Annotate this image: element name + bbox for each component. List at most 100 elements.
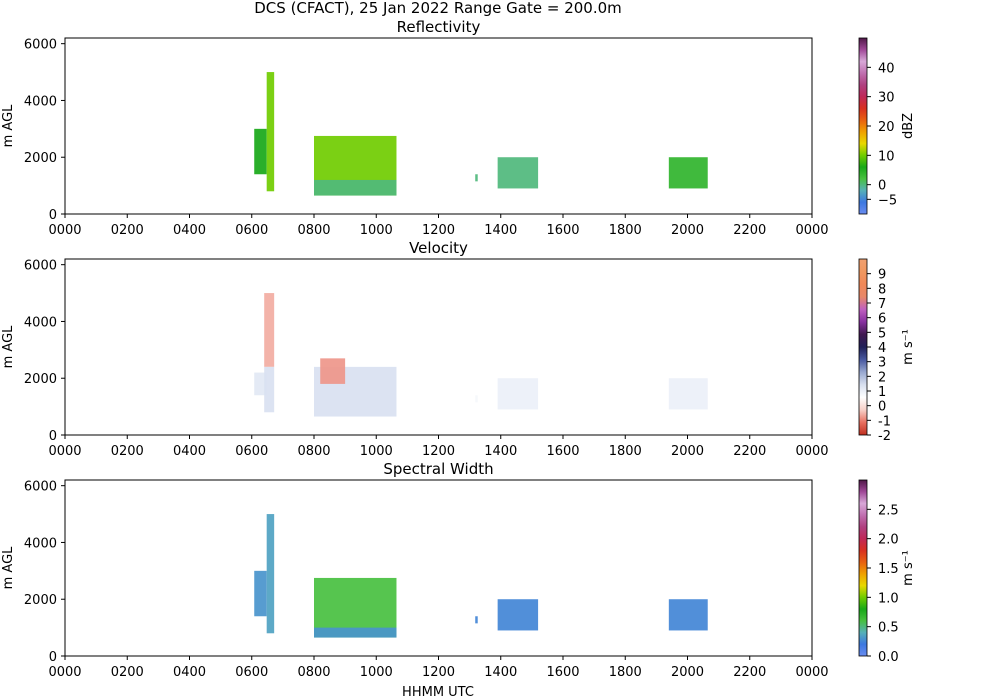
colorbar-tick-label: 4	[878, 341, 886, 356]
x-tick-label: 1800	[609, 665, 642, 680]
colorbar-tick-label: 8	[878, 282, 886, 297]
y-tick-label: 0	[49, 429, 57, 444]
figure-x-axis-label: HHMM UTC	[402, 685, 474, 700]
x-tick-label: 0200	[111, 665, 144, 680]
y-tick-label: 2000	[24, 593, 57, 608]
colorbar-tick-label: 0	[878, 400, 886, 415]
y-tick-label: 2000	[24, 151, 57, 166]
colorbar-tick-label: 9	[878, 268, 886, 283]
region-0600-cell	[254, 570, 267, 617]
colorbar-tick-label: 2	[878, 370, 886, 385]
region-1330-speck	[475, 616, 478, 624]
x-tick-label: 0200	[111, 444, 144, 459]
panel-2: Velocity 0000 0200 0400 0600 0800 1000 12 0 0 1400…	[1, 239, 916, 459]
x-tick-label: 0600	[235, 444, 268, 459]
y-axis-label: m AGL	[1, 104, 16, 148]
colorbar-tick-label: 0.0	[878, 650, 899, 665]
x-tick-label: 0000	[795, 665, 828, 680]
x-tick-label: 1600	[546, 444, 579, 459]
colorbar-tick-label: 10	[878, 149, 895, 164]
x-tick-label: 0400	[173, 665, 206, 680]
region-0630-plume	[266, 72, 275, 192]
colorbar	[858, 37, 868, 215]
colorbar-tick-label: 1	[878, 385, 886, 400]
panel-title: Velocity	[409, 239, 468, 257]
x-tick-label: 2000	[671, 665, 704, 680]
colorbar-tick-label: 6	[878, 312, 886, 327]
x-tick-label: 0600	[235, 665, 268, 680]
y-tick-label: 6000	[24, 480, 57, 495]
colorbar-tick-label: 2.0	[878, 533, 899, 548]
x-tick-label: 1000	[360, 223, 393, 238]
y-axis-label: m AGL	[1, 546, 16, 590]
y-tick-label: 4000	[24, 536, 57, 551]
x-tick-label: 0000	[795, 223, 828, 238]
x-tick-label: 2200	[733, 223, 766, 238]
colorbar-tick-label: 0.5	[878, 621, 899, 636]
x-tick-label: 0800	[297, 665, 330, 680]
colorbar-tick-label: 0	[878, 179, 886, 194]
colorbar-tick-label: 7	[878, 297, 886, 312]
colorbar-tick-label: 2.5	[878, 503, 899, 518]
y-tick-label: 4000	[24, 94, 57, 109]
region-1330-speck	[475, 395, 478, 403]
colorbar-tick-label: 1.0	[878, 591, 899, 606]
x-tick-label: 2200	[733, 444, 766, 459]
region-0800-base	[314, 627, 397, 638]
x-tick-label: 0800	[297, 444, 330, 459]
x-tick-label: 1200	[422, 665, 455, 680]
panel-3: Spectral Width 0000 0200 0400 0600 0800 1000 12…	[1, 460, 916, 680]
x-tick-label: 0800	[297, 223, 330, 238]
colorbar-tick-label: 5	[878, 326, 886, 341]
x-tick-label: 1200	[422, 223, 455, 238]
region-0830-top	[320, 358, 346, 384]
colorbar-tick-label: 1.5	[878, 562, 899, 577]
colorbar-tick-label: 3	[878, 356, 886, 371]
x-tick-label: 0200	[111, 223, 144, 238]
x-tick-label: 2200	[733, 665, 766, 680]
region-1330-speck	[475, 174, 478, 182]
colorbar-tick-label: 30	[878, 91, 895, 106]
x-tick-label: 1400	[484, 444, 517, 459]
y-tick-label: 6000	[24, 259, 57, 274]
y-tick-label: 6000	[24, 38, 57, 53]
region-0800-base	[314, 179, 397, 196]
x-tick-label: 1400	[484, 665, 517, 680]
data-regions	[254, 72, 708, 196]
x-tick-label: 1000	[360, 665, 393, 680]
x-tick-label: 1600	[546, 665, 579, 680]
x-tick-label: 2000	[671, 223, 704, 238]
region-1930-2100-block	[668, 157, 708, 189]
colorbar-tick-label: -2	[878, 429, 891, 444]
region-0630-lower	[264, 366, 275, 413]
y-tick-label: 4000	[24, 315, 57, 330]
x-tick-label: 0000	[795, 444, 828, 459]
x-tick-label: 1600	[546, 223, 579, 238]
region-1400-1500-patch	[497, 599, 539, 631]
x-tick-label: 0400	[173, 444, 206, 459]
region-1400-1500-patch	[497, 157, 539, 189]
figure-title: DCS (CFACT), 25 Jan 2022 Range Gate = 20…	[254, 0, 622, 17]
data-regions	[254, 293, 708, 417]
x-tick-label: 2000	[671, 444, 704, 459]
x-tick-label: 0000	[48, 223, 81, 238]
region-0630-plume	[264, 293, 275, 367]
x-tick-label: 1400	[484, 223, 517, 238]
colorbar-tick-label: -1	[878, 414, 891, 429]
region-1930-2100-block	[668, 599, 708, 631]
x-tick-label: 0000	[48, 665, 81, 680]
colorbar-tick-label: 40	[878, 61, 895, 76]
x-tick-label: 1800	[609, 223, 642, 238]
region-0600-cell	[254, 372, 267, 396]
y-axis-label: m AGL	[1, 325, 16, 369]
panel-title: Spectral Width	[383, 460, 493, 478]
x-tick-label: 0400	[173, 223, 206, 238]
panel-title: Reflectivity	[397, 18, 481, 36]
region-0600-cell	[254, 128, 267, 175]
y-tick-label: 0	[49, 650, 57, 665]
x-tick-label: 0600	[235, 223, 268, 238]
y-tick-label: 2000	[24, 372, 57, 387]
x-tick-label: 1000	[360, 444, 393, 459]
